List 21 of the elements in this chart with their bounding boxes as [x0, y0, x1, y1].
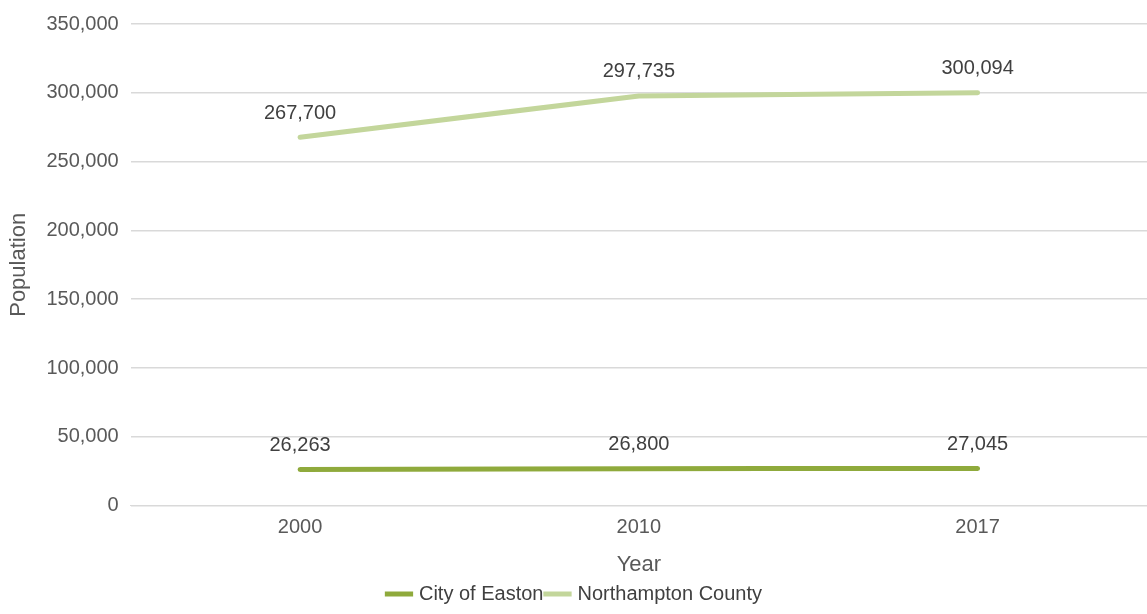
- y-axis-title: Population: [5, 212, 31, 317]
- y-tick-label: 350,000: [46, 11, 119, 34]
- y-tick-label: 100,000: [46, 355, 119, 378]
- y-tick-label: 0: [107, 493, 119, 516]
- data-label: 267,700: [263, 100, 337, 123]
- y-tick-label: 150,000: [46, 286, 119, 309]
- y-tick-label: 300,000: [46, 80, 119, 103]
- x-axis-title: Year: [616, 550, 662, 576]
- y-tick-label: 50,000: [57, 424, 119, 447]
- x-tick-label: 2000: [277, 515, 323, 538]
- data-label: 27,045: [947, 431, 1009, 454]
- data-label: 26,800: [608, 432, 670, 455]
- x-tick-label: 2017: [955, 515, 1000, 538]
- x-tick-label: 2010: [616, 515, 662, 538]
- legend-label: City of Easton: [418, 581, 544, 604]
- data-label: 26,263: [269, 432, 331, 455]
- legend-label: Northampton County: [577, 581, 763, 604]
- y-tick-label: 200,000: [46, 217, 119, 240]
- data-label: 297,735: [602, 59, 675, 82]
- y-tick-label: 250,000: [46, 149, 119, 172]
- data-label: 300,094: [941, 56, 1014, 79]
